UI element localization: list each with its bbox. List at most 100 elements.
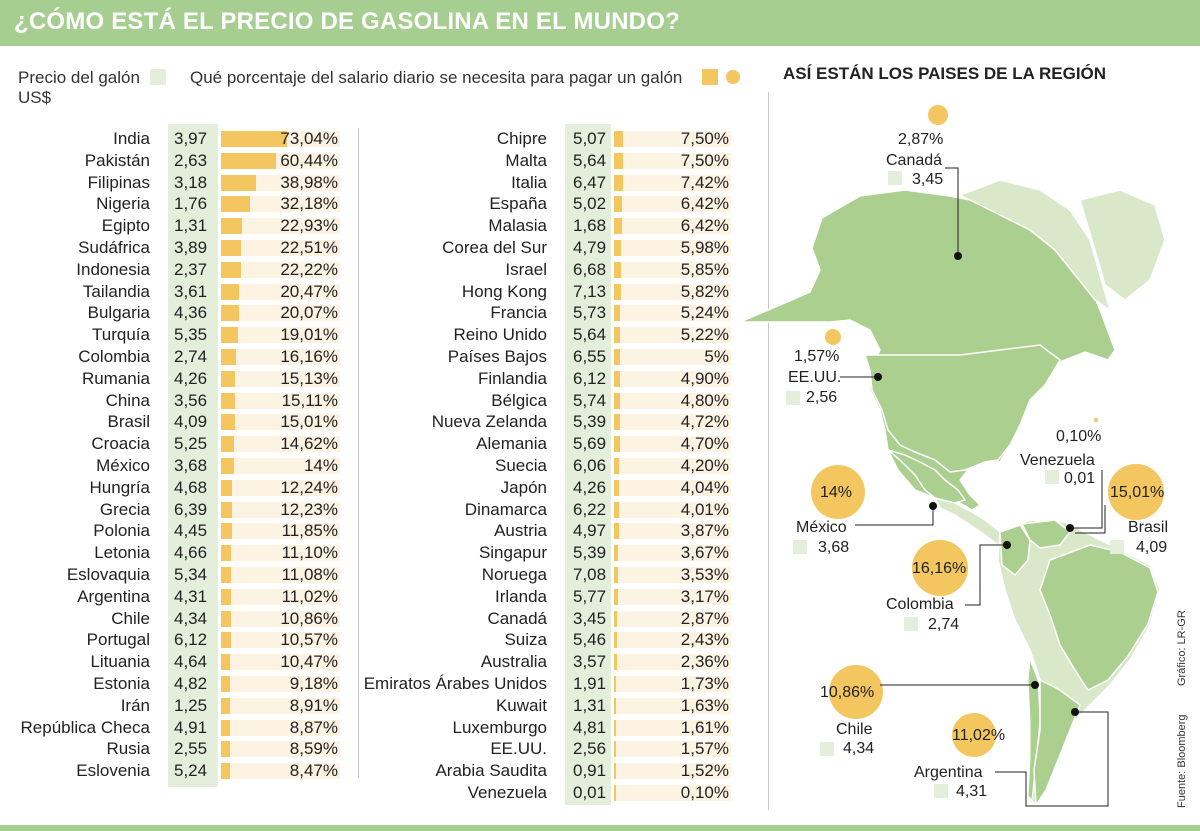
row-price: 3,89 xyxy=(174,238,208,257)
row-price: 5,39 xyxy=(573,412,607,432)
row-pct: 22,22% xyxy=(280,259,338,279)
row-price: 6,06 xyxy=(573,456,607,475)
row-country: Tailandia xyxy=(82,281,150,301)
table-row: India 3,97 73,04% xyxy=(0,128,760,150)
row-pct: 0,10% xyxy=(680,783,729,802)
argentina-leader xyxy=(995,711,1109,807)
mexico-shape xyxy=(887,449,967,504)
row-pct: 1,57% xyxy=(680,739,729,759)
row-country: Chipre xyxy=(496,129,547,148)
table-row: Emiratos Árabes Unidos 1,91 1,73% xyxy=(0,673,760,695)
table-row: Bélgica 5,74 4,80% xyxy=(0,390,760,412)
row-price: 5,64 xyxy=(573,150,607,170)
row-bar xyxy=(221,567,231,583)
row-country: Noruega xyxy=(481,565,547,584)
table-row: Luxemburgo 4,81 1,61% xyxy=(0,717,760,739)
row-country: Brasil xyxy=(107,412,150,432)
row-bar-track xyxy=(614,196,731,213)
row-pct: 1,52% xyxy=(680,761,729,781)
row-bar xyxy=(614,261,622,278)
row-bar xyxy=(221,349,236,365)
row-pct: 4,01% xyxy=(680,499,729,519)
row-pct: 15,13% xyxy=(280,368,338,388)
table-row: Kuwait 1,31 1,63% xyxy=(0,695,760,717)
row-pct: 73,04% xyxy=(280,129,338,148)
row-bar xyxy=(221,458,234,474)
row-bar-track xyxy=(221,501,340,518)
chile-shape xyxy=(1027,659,1041,802)
table-row: Venezuela 0,01 0,10% xyxy=(0,782,760,804)
footer-bar xyxy=(0,825,1200,831)
table-row: Alemania 5,69 4,70% xyxy=(0,433,760,455)
row-bar-track xyxy=(221,567,340,583)
row-pct: 4,90% xyxy=(680,368,729,388)
row-pct: 5,82% xyxy=(680,281,729,301)
row-price: 4,64 xyxy=(174,652,208,672)
row-country: Suecia xyxy=(495,456,547,475)
row-country: Polonia xyxy=(93,521,150,541)
table-row: Rumania 4,26 15,13% xyxy=(0,368,760,390)
row-bar xyxy=(614,218,622,235)
table-row: Tailandia 3,61 20,47% xyxy=(0,281,760,303)
row-country: Portugal xyxy=(86,630,150,650)
row-price: 6,22 xyxy=(573,499,607,519)
row-bar-track xyxy=(614,261,731,278)
row-bar-track xyxy=(614,632,731,649)
row-pct: 5,22% xyxy=(680,325,729,345)
table-row: Suecia 6,06 4,20% xyxy=(0,455,760,477)
row-pct: 10,86% xyxy=(280,608,338,628)
row-pct: 8,91% xyxy=(289,695,338,715)
row-bar xyxy=(614,349,620,365)
row-country: Dinamarca xyxy=(464,499,547,519)
row-bar xyxy=(221,414,235,431)
row-bar-track xyxy=(221,392,340,409)
row-bar-track xyxy=(614,349,731,365)
venezuela-name: Venezuela xyxy=(1020,452,1095,469)
row-bar xyxy=(614,610,618,627)
row-price: 5,64 xyxy=(573,325,607,345)
venezuela-price-swatch xyxy=(1045,470,1059,484)
row-price: 6,55 xyxy=(573,347,607,366)
row-pct: 10,47% xyxy=(280,652,338,672)
row-country: Francia xyxy=(490,303,547,323)
row-price: 3,68 xyxy=(174,456,208,475)
row-bar-track xyxy=(614,218,731,235)
row-country: EE.UU. xyxy=(490,739,547,759)
row-pct: 3,87% xyxy=(680,521,729,541)
colombia-dot xyxy=(1003,541,1011,549)
row-country: Estonia xyxy=(93,674,150,693)
table-row: Grecia 6,39 12,23% xyxy=(0,499,760,521)
row-bar-track xyxy=(221,261,340,278)
table-row: Pakistán 2,63 60,44% xyxy=(0,150,760,172)
row-pct: 4,72% xyxy=(680,412,729,432)
row-bar-track xyxy=(614,174,731,191)
table-row: México 3,68 14% xyxy=(0,455,760,477)
row-bar xyxy=(221,131,287,147)
table-row: Austria 4,97 3,87% xyxy=(0,520,760,542)
row-country: Chile xyxy=(111,608,150,628)
row-bar xyxy=(614,479,619,496)
row-bar xyxy=(614,523,619,540)
row-country: Lituania xyxy=(90,652,150,672)
row-country: Rumania xyxy=(81,368,150,388)
row-pct: 4,20% xyxy=(680,456,729,475)
row-bar-track xyxy=(614,588,731,605)
row-pct: 19,01% xyxy=(280,325,338,345)
row-pct: 8,59% xyxy=(289,739,338,759)
table-row: Malta 5,64 7,50% xyxy=(0,150,760,172)
row-price: 1,31 xyxy=(174,216,208,236)
credit-fuente: Fuente: Bloomberg xyxy=(1176,714,1188,808)
row-pct: 9,18% xyxy=(289,674,338,693)
row-price: 2,63 xyxy=(174,150,208,170)
row-price: 4,68 xyxy=(174,477,208,497)
row-bar xyxy=(221,196,251,213)
row-bar-track xyxy=(614,436,731,453)
eeuu-bubble xyxy=(825,329,841,345)
argentina-name: Argentina xyxy=(914,764,983,781)
row-price: 5,02 xyxy=(573,194,607,214)
table-row: Rusia 2,55 8,59% xyxy=(0,738,760,760)
table-row: República Checa 4,91 8,87% xyxy=(0,717,760,739)
row-pct: 1,61% xyxy=(680,717,729,737)
mexico-leader xyxy=(855,506,934,526)
row-country: Croacia xyxy=(91,434,150,454)
